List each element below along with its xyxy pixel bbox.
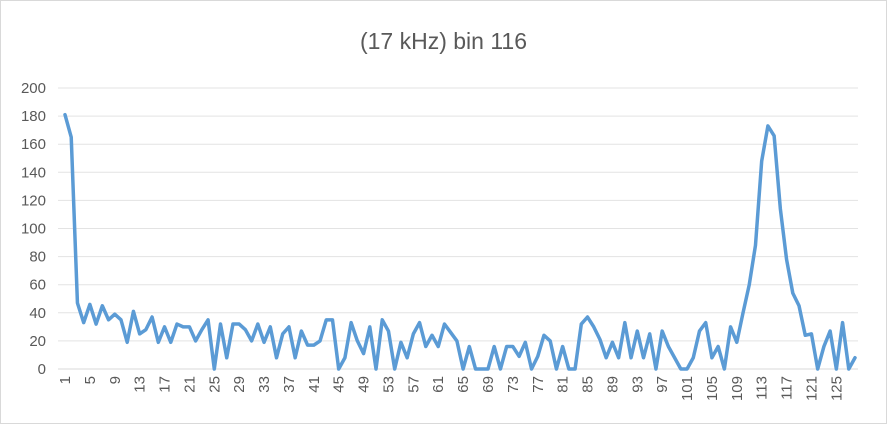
x-tick-label: 81 [555,376,572,393]
y-tick-label: 80 [29,249,46,266]
x-tick-label: 49 [356,376,373,393]
x-tick-label: 45 [331,376,348,393]
x-tick-label: 85 [580,376,597,393]
x-tick-label: 13 [132,376,149,393]
x-tick-label: 89 [604,376,621,393]
x-tick-label: 69 [480,376,497,393]
y-axis: 0 20 40 60 80 100 120 140 160 180 200 [21,80,46,378]
y-tick-label: 120 [21,192,46,209]
x-tick-label: 77 [530,376,547,393]
x-tick-label: 33 [256,376,273,393]
x-tick-label: 117 [779,376,796,400]
x-tick-label: 37 [281,376,298,393]
x-tick-label: 97 [654,376,671,393]
series-line [63,112,857,371]
x-tick-label: 65 [455,376,472,393]
x-tick-label: 125 [828,376,845,401]
x-tick-label: 29 [231,376,248,393]
y-tick-label: 0 [38,361,46,378]
x-tick-label: 121 [803,376,820,401]
x-tick-label: 113 [754,376,771,400]
x-tick-label: 105 [704,376,721,401]
y-tick-label: 140 [21,164,46,181]
x-tick-label: 61 [430,376,447,393]
y-tick-label: 60 [29,277,46,294]
y-tick-label: 20 [29,333,46,350]
x-tick-label: 17 [157,376,174,393]
x-tick-label: 57 [405,376,422,393]
x-tick-label: 109 [729,376,746,401]
x-tick-label: 41 [306,376,323,393]
x-tick-label: 73 [505,376,522,393]
x-tick-label: 53 [380,376,397,393]
x-tick-label: 93 [629,376,646,393]
x-tick-label: 25 [206,376,223,393]
x-tick-label: 1 [57,376,74,384]
x-tick-label: 21 [181,376,198,393]
chart-title: (17 kHz) bin 116 [359,28,528,54]
x-tick-label: 5 [82,376,99,384]
x-tick-label: 9 [107,376,124,384]
series-group [63,112,857,371]
x-axis: 1 5 9 13 17 21 25 29 33 37 41 45 49 53 57 61 65 69 73 77 81 8… [57,376,845,401]
y-tick-label: 100 [21,221,46,238]
x-tick-label: 101 [679,376,696,401]
y-tick-label: 40 [29,305,46,322]
y-tick-label: 180 [21,108,46,125]
gridlines [58,87,858,370]
y-tick-label: 160 [21,136,46,153]
y-tick-label: 200 [21,80,46,97]
